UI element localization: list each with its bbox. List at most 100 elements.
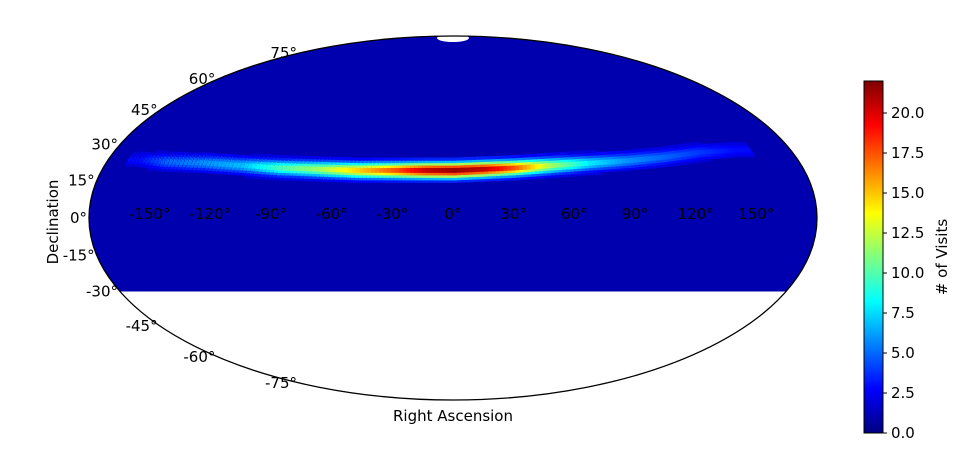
band-cell xyxy=(128,163,133,167)
band-cell xyxy=(484,175,490,179)
band-cell xyxy=(507,165,513,169)
band-cell xyxy=(515,174,521,178)
band-cell xyxy=(472,164,478,168)
band-cell xyxy=(618,160,624,164)
band-cell xyxy=(703,148,710,152)
band-cell xyxy=(340,166,345,170)
band-cell xyxy=(689,157,696,161)
band-cell xyxy=(356,162,361,166)
band-cell xyxy=(677,149,684,153)
band-cell xyxy=(341,161,346,166)
band-cell xyxy=(348,164,353,168)
band-cell xyxy=(576,163,582,167)
band-cell xyxy=(222,153,226,157)
band-cell xyxy=(161,168,165,172)
band-cell xyxy=(239,157,244,161)
band-cell xyxy=(209,155,214,159)
band-cell xyxy=(393,177,399,181)
band-cell xyxy=(523,173,529,178)
band-cell xyxy=(406,167,411,171)
band-cell xyxy=(600,154,607,158)
band-cell xyxy=(737,149,744,153)
band-cell xyxy=(547,172,553,176)
band-cell xyxy=(367,167,372,171)
band-cell xyxy=(539,172,545,177)
band-cell xyxy=(533,161,539,165)
band-cell xyxy=(724,152,731,156)
band-cell xyxy=(389,177,395,181)
band-cell xyxy=(259,156,263,160)
band-cell xyxy=(331,176,336,180)
band-cell xyxy=(224,156,229,160)
band-cell xyxy=(510,157,516,161)
band-cell xyxy=(205,157,209,161)
band-cell xyxy=(617,158,623,162)
band-cell xyxy=(460,174,466,178)
band-cell xyxy=(584,162,590,166)
band-cell xyxy=(712,145,719,149)
band-cell xyxy=(480,163,485,167)
band-cell xyxy=(187,154,191,158)
band-cell xyxy=(256,163,260,167)
band-cell xyxy=(681,148,688,152)
band-cell xyxy=(441,169,446,173)
dec-tick-labels: 75° 60° 45° 30° 15° 0° -15° -30° -45° -60° -75° xyxy=(63,44,297,392)
ra-tick-label: 120° xyxy=(678,205,714,223)
band-cell xyxy=(382,177,387,181)
band-cell xyxy=(353,157,358,161)
band-cell xyxy=(328,168,333,173)
band-cell xyxy=(591,149,598,154)
band-cell xyxy=(441,157,447,161)
band-cell xyxy=(379,164,384,168)
band-cell xyxy=(382,172,387,176)
band-cell xyxy=(507,167,513,171)
band-cell xyxy=(740,154,747,158)
band-cell xyxy=(347,169,353,173)
band-cell xyxy=(349,159,354,163)
band-cell xyxy=(256,175,261,180)
band-cell xyxy=(502,160,508,164)
band-cell xyxy=(464,159,470,163)
band-cell xyxy=(716,145,723,149)
band-cell xyxy=(421,179,427,183)
band-cell xyxy=(181,166,185,170)
band-cell xyxy=(303,160,308,164)
band-cell xyxy=(308,156,313,160)
band-cell xyxy=(674,157,680,161)
band-cell xyxy=(555,154,561,158)
band-cell xyxy=(421,167,427,171)
band-cell xyxy=(326,159,331,163)
band-cell xyxy=(596,164,602,168)
band-cell xyxy=(132,163,136,167)
band-cell xyxy=(460,157,466,161)
band-cell xyxy=(483,161,489,165)
band-cell xyxy=(453,162,458,166)
band-cell xyxy=(267,164,272,168)
band-cell xyxy=(379,167,384,171)
band-cell xyxy=(284,160,289,164)
band-cell xyxy=(374,174,379,178)
band-cell xyxy=(449,167,454,171)
band-cell xyxy=(705,158,712,162)
band-cell xyxy=(684,155,691,160)
band-cell xyxy=(468,157,473,161)
band-cell xyxy=(261,158,266,162)
band-cell xyxy=(433,167,439,171)
band-cell xyxy=(542,167,548,171)
band-cell xyxy=(570,156,577,160)
band-cell xyxy=(300,158,305,162)
band-cell xyxy=(398,167,404,171)
band-cell xyxy=(522,166,528,170)
band-cell xyxy=(545,162,551,166)
band-cell xyxy=(402,172,407,176)
band-cell xyxy=(362,177,367,181)
band-cell xyxy=(370,174,375,178)
band-cell xyxy=(350,179,355,183)
band-cell xyxy=(588,150,594,154)
band-cell xyxy=(732,146,739,150)
band-cell xyxy=(149,154,153,158)
band-cell xyxy=(665,163,671,167)
band-cell xyxy=(441,164,446,168)
band-cell xyxy=(589,155,595,159)
band-cell xyxy=(249,172,254,177)
